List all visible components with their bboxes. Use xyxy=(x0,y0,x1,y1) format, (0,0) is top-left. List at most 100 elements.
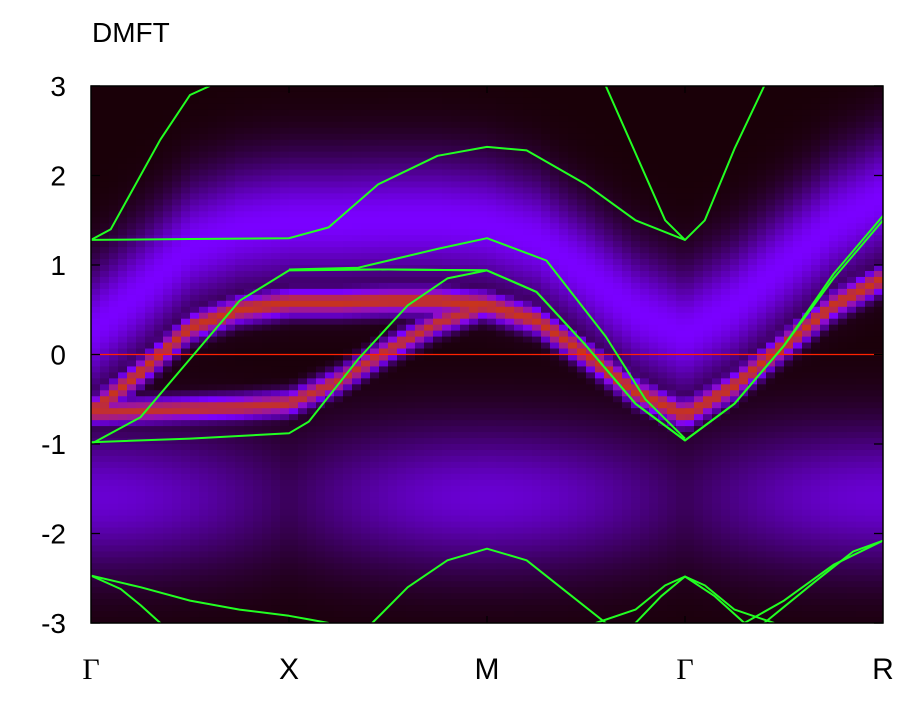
heatmap-cell xyxy=(172,294,182,302)
heatmap-cell xyxy=(334,444,344,451)
heatmap-cell xyxy=(370,539,380,547)
heatmap-cell xyxy=(280,444,290,451)
heatmap-cell xyxy=(559,509,569,517)
heatmap-cell xyxy=(226,402,236,409)
heatmap-cell xyxy=(163,479,173,487)
heatmap-cell xyxy=(352,223,362,230)
heatmap-cell xyxy=(91,539,101,547)
heatmap-cell xyxy=(100,402,110,409)
heatmap-cell xyxy=(109,181,119,189)
heatmap-cell xyxy=(496,539,506,547)
heatmap-cell xyxy=(541,235,551,242)
heatmap-cell xyxy=(253,294,263,302)
heatmap-cell xyxy=(559,461,569,469)
heatmap-cell xyxy=(208,617,218,623)
heatmap-cell xyxy=(433,378,443,385)
heatmap-cell xyxy=(181,247,191,254)
heatmap-cell xyxy=(496,294,506,302)
heatmap-cell xyxy=(163,259,173,266)
heatmap-cell xyxy=(460,324,470,332)
heatmap-cell xyxy=(100,247,110,254)
heatmap-cell xyxy=(406,133,416,141)
heatmap-cell xyxy=(541,324,551,332)
heatmap-cell xyxy=(127,169,137,177)
heatmap-cell xyxy=(217,336,227,344)
heatmap-cell xyxy=(478,169,488,177)
heatmap-cell xyxy=(559,503,569,511)
heatmap-cell xyxy=(460,103,470,111)
heatmap-cell xyxy=(154,515,164,523)
heatmap-cell xyxy=(91,581,101,588)
heatmap-cell xyxy=(226,557,236,564)
heatmap-cell xyxy=(550,282,560,290)
heatmap-cell xyxy=(352,479,362,487)
heatmap-cell xyxy=(352,247,362,254)
heatmap-cell xyxy=(289,348,299,356)
heatmap-cell xyxy=(271,497,281,505)
heatmap-cell xyxy=(406,479,416,487)
heatmap-cell xyxy=(127,175,137,183)
heatmap-cell xyxy=(487,611,497,618)
heatmap-cell xyxy=(163,390,173,397)
heatmap-cell xyxy=(235,521,245,529)
heatmap-cell xyxy=(460,414,470,421)
heatmap-cell xyxy=(316,175,326,183)
heatmap-cell xyxy=(127,587,137,594)
heatmap-cell xyxy=(541,354,551,362)
heatmap-cell xyxy=(451,438,461,445)
heatmap-cell xyxy=(433,294,443,302)
heatmap-cell xyxy=(541,569,551,576)
heatmap-cell xyxy=(172,265,182,272)
heatmap-cell xyxy=(163,611,173,618)
heatmap-cell xyxy=(469,86,479,93)
heatmap-cell xyxy=(307,581,317,588)
heatmap-cell xyxy=(577,551,587,558)
heatmap-cell xyxy=(496,193,506,200)
heatmap-cell xyxy=(235,485,245,493)
heatmap-cell xyxy=(208,127,218,135)
heatmap-cell xyxy=(442,503,452,511)
heatmap-cell xyxy=(343,241,353,248)
heatmap-cell xyxy=(568,175,578,183)
heatmap-cell xyxy=(442,485,452,493)
heatmap-cell xyxy=(271,366,281,373)
heatmap-cell xyxy=(235,545,245,552)
heatmap-cell xyxy=(577,91,587,99)
heatmap-cell xyxy=(532,223,542,230)
heatmap-cell xyxy=(145,354,155,362)
heatmap-cell xyxy=(397,336,407,344)
heatmap-cell xyxy=(325,605,335,612)
heatmap-cell xyxy=(352,270,362,278)
heatmap-cell xyxy=(550,485,560,493)
heatmap-cell xyxy=(280,432,290,439)
heatmap-cell xyxy=(388,473,398,481)
heatmap-cell xyxy=(298,86,308,93)
heatmap-cell xyxy=(136,461,146,469)
heatmap-cell xyxy=(100,384,110,391)
heatmap-cell xyxy=(253,86,263,93)
heatmap-cell xyxy=(118,223,128,230)
heatmap-cell xyxy=(577,145,587,153)
heatmap-cell xyxy=(145,97,155,105)
heatmap-cell xyxy=(379,265,389,272)
heatmap-cell xyxy=(397,276,407,284)
heatmap-cell xyxy=(136,139,146,147)
heatmap-cell xyxy=(388,426,398,433)
heatmap-cell xyxy=(577,163,587,171)
heatmap-cell xyxy=(226,420,236,427)
heatmap-cell xyxy=(541,193,551,200)
heatmap-cell xyxy=(361,593,371,600)
heatmap-cell xyxy=(334,133,344,141)
heatmap-cell xyxy=(118,241,128,248)
heatmap-cell xyxy=(415,259,425,266)
heatmap-cell xyxy=(532,259,542,266)
heatmap-cell xyxy=(487,181,497,189)
heatmap-cell xyxy=(478,617,488,623)
heatmap-cell xyxy=(127,545,137,552)
heatmap-cell xyxy=(190,229,200,236)
heatmap-cell xyxy=(568,300,578,308)
heatmap-cell xyxy=(271,181,281,189)
heatmap-cell xyxy=(253,378,263,385)
heatmap-cell xyxy=(136,575,146,582)
heatmap-cell xyxy=(244,611,254,618)
